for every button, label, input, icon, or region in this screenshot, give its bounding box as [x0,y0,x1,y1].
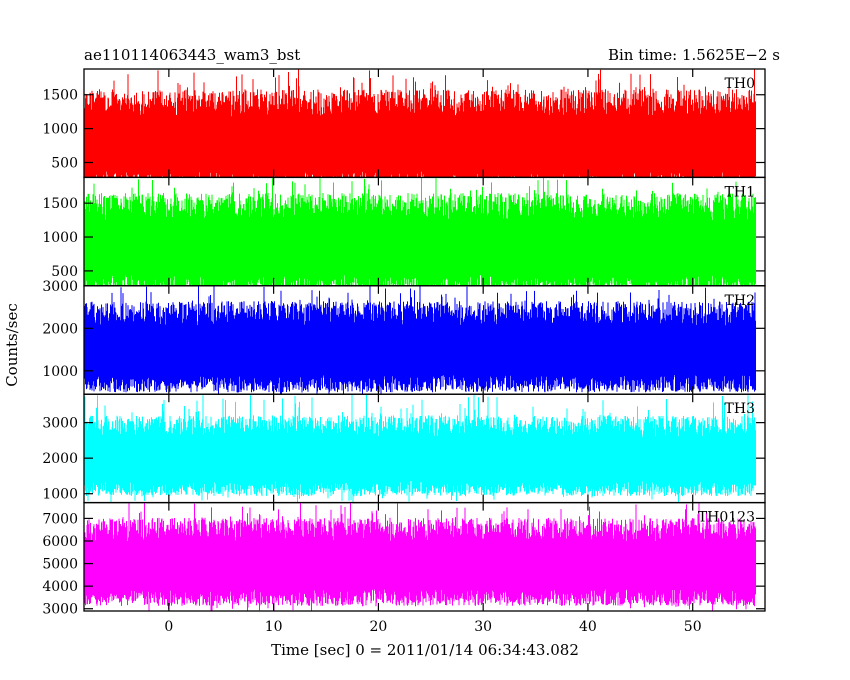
x-tick-label: 50 [684,619,702,635]
series-th0123 [84,502,756,611]
y-tick-label: 1000 [42,487,78,503]
chart-title-left: ae110114063443_wam3_bst [84,46,300,64]
panel-label-th0123: TH0123 [698,510,755,526]
panel-th0: 500 1000 1500 TH0 [42,68,766,179]
panel-th0123: 3000 4000 5000 6000 7000 TH0123 [42,501,766,618]
panel-th1: 500 1000 1500 TH1 [42,176,766,287]
series-th2 [84,285,756,395]
x-tick-label: 20 [369,619,387,635]
y-tick-label: 3000 [42,602,78,618]
panel-label-th1: TH1 [725,184,755,200]
y-tick-label: 4000 [42,579,78,595]
y-tick-label: 2000 [42,451,78,467]
y-tick-label: 3000 [42,279,78,295]
panel-th2: 1000 2000 3000 TH2 [42,279,766,395]
y-tick-label: 3000 [42,416,78,432]
panel-label-th3: TH3 [725,401,755,417]
series-th1 [84,177,756,286]
y-tick-label: 6000 [42,534,78,550]
y-tick-label: 5000 [42,557,78,573]
y-tick-label: 7000 [42,511,78,527]
x-tick-label: 10 [265,619,283,635]
y-axis-label: Counts/sec [3,303,21,387]
chart-title-right: Bin time: 1.5625E−2 s [608,46,780,64]
y-tick-label: 2000 [42,321,78,337]
y-tick-label: 1000 [42,122,78,138]
y-tick-label: 1500 [42,196,78,212]
y-tick-label: 1000 [42,230,78,246]
panel-label-th2: TH2 [725,293,755,309]
x-tick-label: 0 [164,619,173,635]
x-tick-label: 40 [579,619,597,635]
y-tick-label: 1500 [42,88,78,104]
y-tick-label: 500 [51,264,78,280]
series-th3 [84,394,756,503]
panel-frame [83,501,766,612]
y-tick-label: 1000 [42,364,78,380]
panel-label-th0: TH0 [725,76,755,92]
panel-th3: 1000 2000 3000 TH3 [42,393,766,504]
x-tick-label: 30 [474,619,492,635]
x-axis-label: Time [sec] 0 = 2011/01/14 06:34:43.082 [271,641,579,659]
series-th0 [84,69,756,178]
y-tick-label: 500 [51,155,78,171]
